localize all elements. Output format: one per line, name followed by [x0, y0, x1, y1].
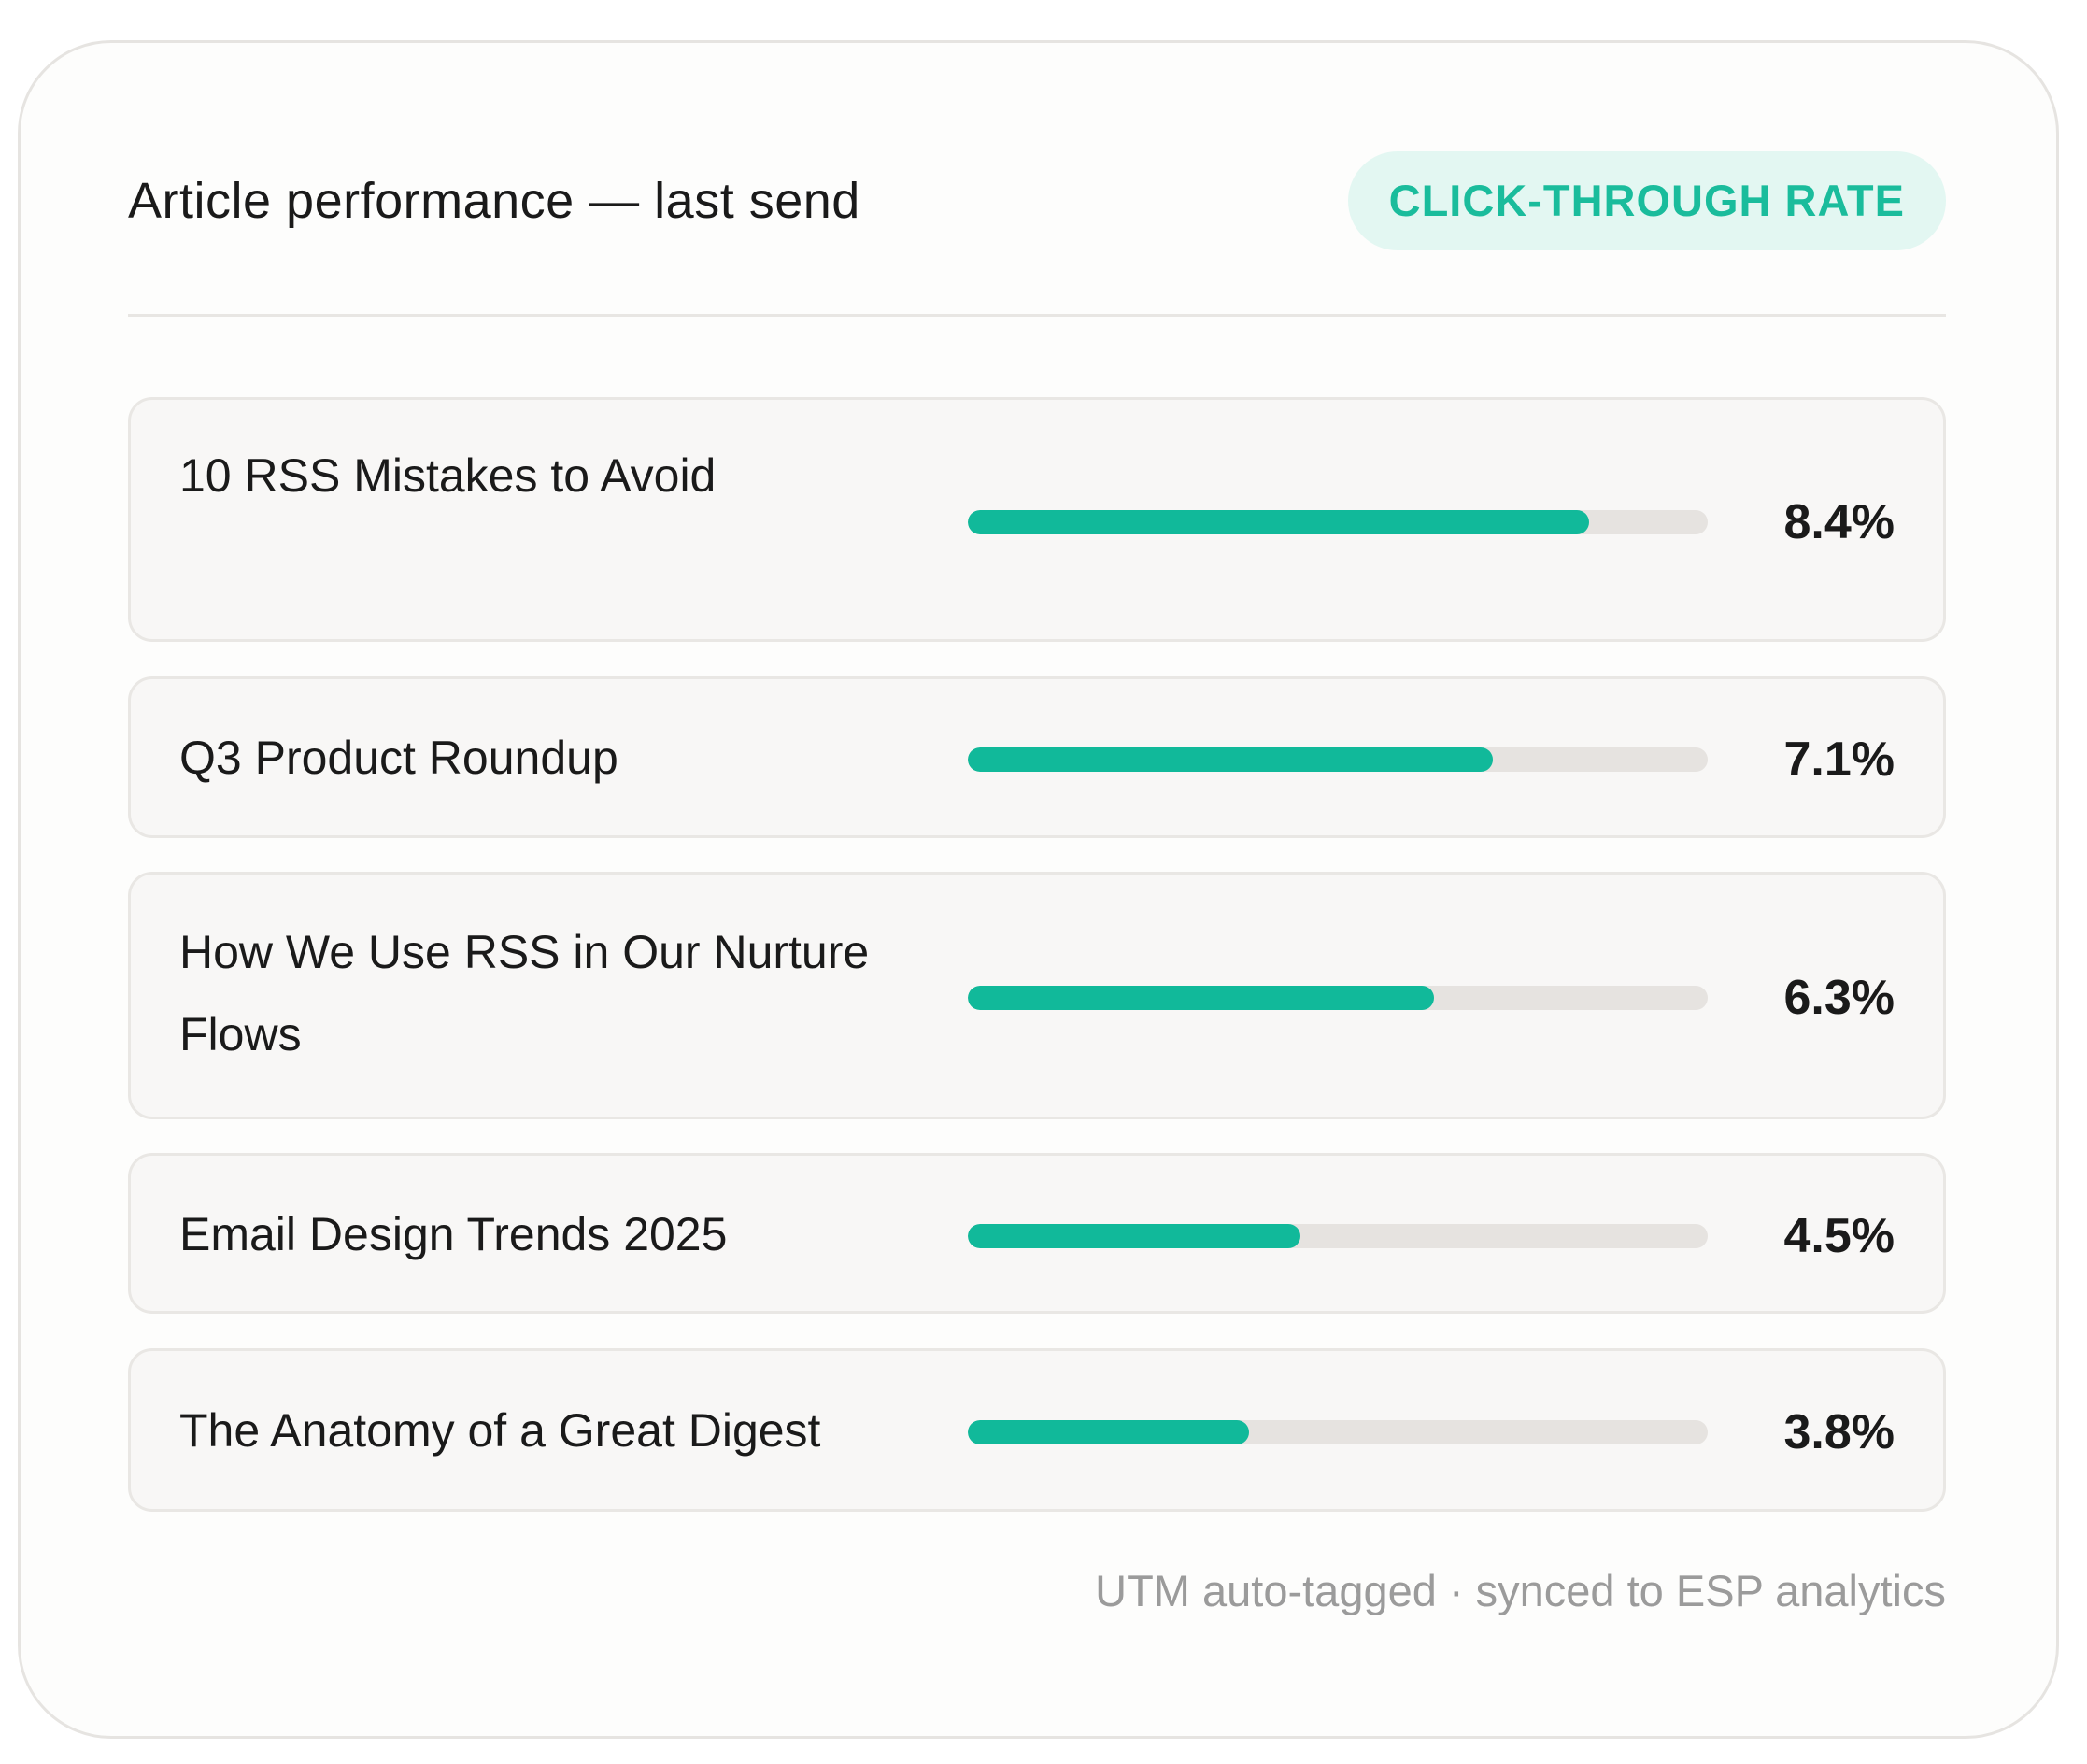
article-name: 10 RSS Mistakes to Avoid [179, 449, 717, 502]
ctr-bar-track [968, 510, 1708, 534]
article-row[interactable]: 10 RSS Mistakes to Avoid 8.4% [128, 397, 1946, 642]
article-row[interactable]: Email Design Trends 2025 4.5% [128, 1153, 1946, 1314]
ctr-value: 7.1% [1783, 733, 1895, 787]
sync-note: UTM auto-tagged · synced to ESP analytic… [1095, 1566, 1946, 1615]
ctr-value: 6.3% [1783, 971, 1895, 1025]
ctr-bar-track [968, 1224, 1708, 1248]
ctr-bar-track [968, 986, 1708, 1010]
ctr-bar-fill [968, 747, 1494, 772]
article-name: Q3 Product Roundup [179, 732, 618, 784]
ctr-bar-track [968, 1420, 1708, 1444]
card-header: Article performance — last send CLICK-TH… [128, 151, 1946, 254]
ctr-bar-track [968, 747, 1708, 772]
card-title: Article performance — last send [128, 173, 860, 229]
article-name: How We Use RSS in Our Nurture Flows [179, 926, 870, 1060]
ctr-bar-fill [968, 986, 1434, 1010]
ctr-bar-fill [968, 1224, 1301, 1248]
article-name: Email Design Trends 2025 [179, 1208, 728, 1260]
article-name: The Anatomy of a Great Digest [179, 1404, 821, 1457]
header-divider [128, 314, 1946, 317]
article-row[interactable]: How We Use RSS in Our Nurture Flows 6.3% [128, 872, 1946, 1119]
ctr-value: 8.4% [1783, 495, 1895, 549]
article-row[interactable]: Q3 Product Roundup 7.1% [128, 676, 1946, 838]
ctr-value: 3.8% [1783, 1405, 1895, 1459]
ctr-bar-fill [968, 1420, 1249, 1444]
metric-badge[interactable]: CLICK-THROUGH RATE [1347, 151, 1946, 250]
ctr-value: 4.5% [1783, 1209, 1895, 1263]
ctr-bar-fill [968, 510, 1590, 534]
article-row[interactable]: The Anatomy of a Great Digest 3.8% [128, 1348, 1946, 1512]
